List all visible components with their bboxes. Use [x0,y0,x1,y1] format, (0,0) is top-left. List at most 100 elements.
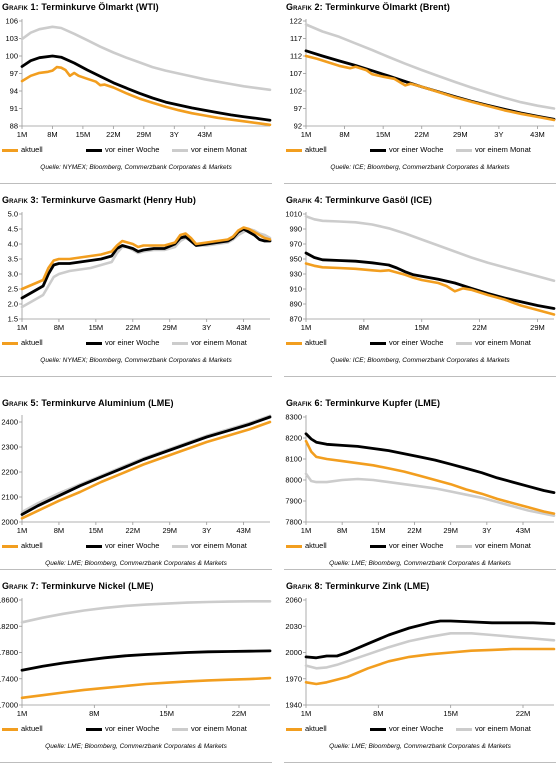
x-tick-label: 8M [54,526,64,535]
x-tick-label: 43M [236,526,251,535]
legend-label: vor einem Monat [475,724,531,733]
chart-source: Quelle: LME; Bloomberg, Commerzbank Corp… [329,743,511,750]
x-tick-label: 22M [516,709,531,718]
y-tick-label: 8100 [285,455,302,464]
legend-item-woche: vor einer Woche [370,541,443,550]
legend-item-woche: vor einer Woche [86,145,159,154]
x-tick-label: 43M [197,130,212,139]
x-tick-label: 15M [376,130,391,139]
y-tick-label: 1970 [285,674,302,683]
legend-swatch [286,341,302,345]
y-tick-label: 3.5 [8,255,18,264]
y-tick-label: 88 [10,122,18,131]
y-tick-label: 18200 [0,622,18,631]
legend-item-aktuell: aktuell [2,145,43,154]
y-tick-label: 94 [10,87,18,96]
legend-swatch [370,148,386,152]
divider [284,376,556,377]
legend-label: vor einer Woche [389,724,444,733]
legend-label: vor einem Monat [475,338,531,347]
legend-swatch [2,148,18,152]
series-line-monat [304,472,556,517]
chart-panel-wti: Grafik 1: Terminkurve Ölmarkt (WTI) 88 91… [0,0,272,192]
chart-panel-aluminium: Grafik 5: Terminkurve Aluminium (LME) 20… [0,396,272,588]
x-tick-label: 15M [443,709,458,718]
x-tick-label: 8M [373,709,383,718]
legend-label: aktuell [21,338,43,347]
series-line-monat [304,631,556,670]
chart-source: Quelle: LME; Bloomberg, Commerzbank Corp… [45,560,227,567]
y-tick-label: 4.5 [8,225,18,234]
y-tick-label: 990 [289,225,302,234]
line-chart-kupfer: 7800 7900 8000 8100 8200 8300 1M 8M 15M 22M 29M 3Y 4… [285,413,556,535]
series-line-monat [20,600,272,624]
chart-title: Grafik 5: Terminkurve Aluminium (LME) [2,398,174,408]
legend-label: aktuell [305,724,327,733]
legend-item-monat: vor einem Monat [456,724,531,733]
legend-label: vor einer Woche [389,541,444,550]
series-line-aktuell [20,420,272,520]
series-line-woche [304,251,556,310]
x-tick-label: 8M [54,323,64,332]
y-tick-label: 18600 [0,596,18,605]
legend-item-monat: vor einem Monat [456,338,531,347]
divider [0,569,272,570]
line-chart-aluminium: 2000 2100 2200 2300 2400 1M 8M 15M 22M 29M 3Y 43M [1,414,272,535]
x-tick-label: 3Y [170,130,179,139]
x-tick-label: 15M [414,323,429,332]
y-tick-label: 2030 [285,622,302,631]
x-tick-label: 29M [530,323,545,332]
legend-swatch [86,727,102,731]
series-line-aktuell [304,54,556,122]
legend-swatch [456,148,472,152]
y-tick-label: 8200 [285,434,302,443]
y-tick-label: 970 [289,240,302,249]
x-tick-label: 15M [76,130,91,139]
series-line-woche [304,432,556,494]
chart-legend: aktuell vor einer Woche vor einem Monat [286,338,554,350]
legend-item-woche: vor einer Woche [370,724,443,733]
y-tick-label: 122 [289,17,302,26]
x-tick-label: 22M [232,709,247,718]
x-tick-label: 1M [17,709,27,718]
legend-item-woche: vor einer Woche [86,724,159,733]
x-tick-label: 22M [106,130,121,139]
legend-swatch [172,544,188,548]
x-tick-label: 8M [47,130,57,139]
legend-label: vor einem Monat [191,338,247,347]
x-tick-label: 8M [337,526,347,535]
y-tick-label: 17000 [0,701,18,710]
x-tick-label: 29M [443,526,458,535]
legend-label: vor einem Monat [191,541,247,550]
y-tick-label: 7800 [285,518,302,527]
y-tick-label: 17400 [0,674,18,683]
chart-title: Grafik 4: Terminkurve Gasöl (ICE) [286,195,433,205]
y-tick-label: 8300 [285,413,302,422]
legend-label: aktuell [305,145,327,154]
line-chart-henry-hub: 1.5 2.0 2.5 3.0 3.5 4.0 4.5 5.0 1M 8M 15M 22M 29M 3Y 4… [8,210,272,332]
x-tick-label: 29M [162,526,177,535]
legend-label: vor einer Woche [389,145,444,154]
legend-swatch [86,544,102,548]
legend-swatch [86,341,102,345]
chart-panel-brent: Grafik 2: Terminkurve Ölmarkt (Brent) 92… [284,0,556,192]
y-tick-label: 92 [294,122,302,131]
line-chart-zink: 1940 1970 2000 2030 2060 1M 8M 15M 22M [285,596,556,718]
x-tick-label: 1M [301,323,311,332]
x-tick-label: 1M [17,130,27,139]
legend-item-woche: vor einer Woche [370,338,443,347]
divider [0,376,272,377]
y-tick-label: 5.0 [8,210,18,219]
divider [284,183,556,184]
series-line-woche [20,54,272,122]
y-tick-label: 910 [289,285,302,294]
legend-label: vor einem Monat [475,145,531,154]
series-line-aktuell [20,226,272,291]
x-tick-label: 8M [339,130,349,139]
x-tick-label: 43M [516,526,531,535]
series-line-monat [20,25,272,92]
legend-swatch [86,148,102,152]
chart-source: Quelle: LME; Bloomberg, Commerzbank Corp… [45,743,227,750]
y-tick-label: 2.0 [8,300,18,309]
legend-label: vor einem Monat [475,541,531,550]
